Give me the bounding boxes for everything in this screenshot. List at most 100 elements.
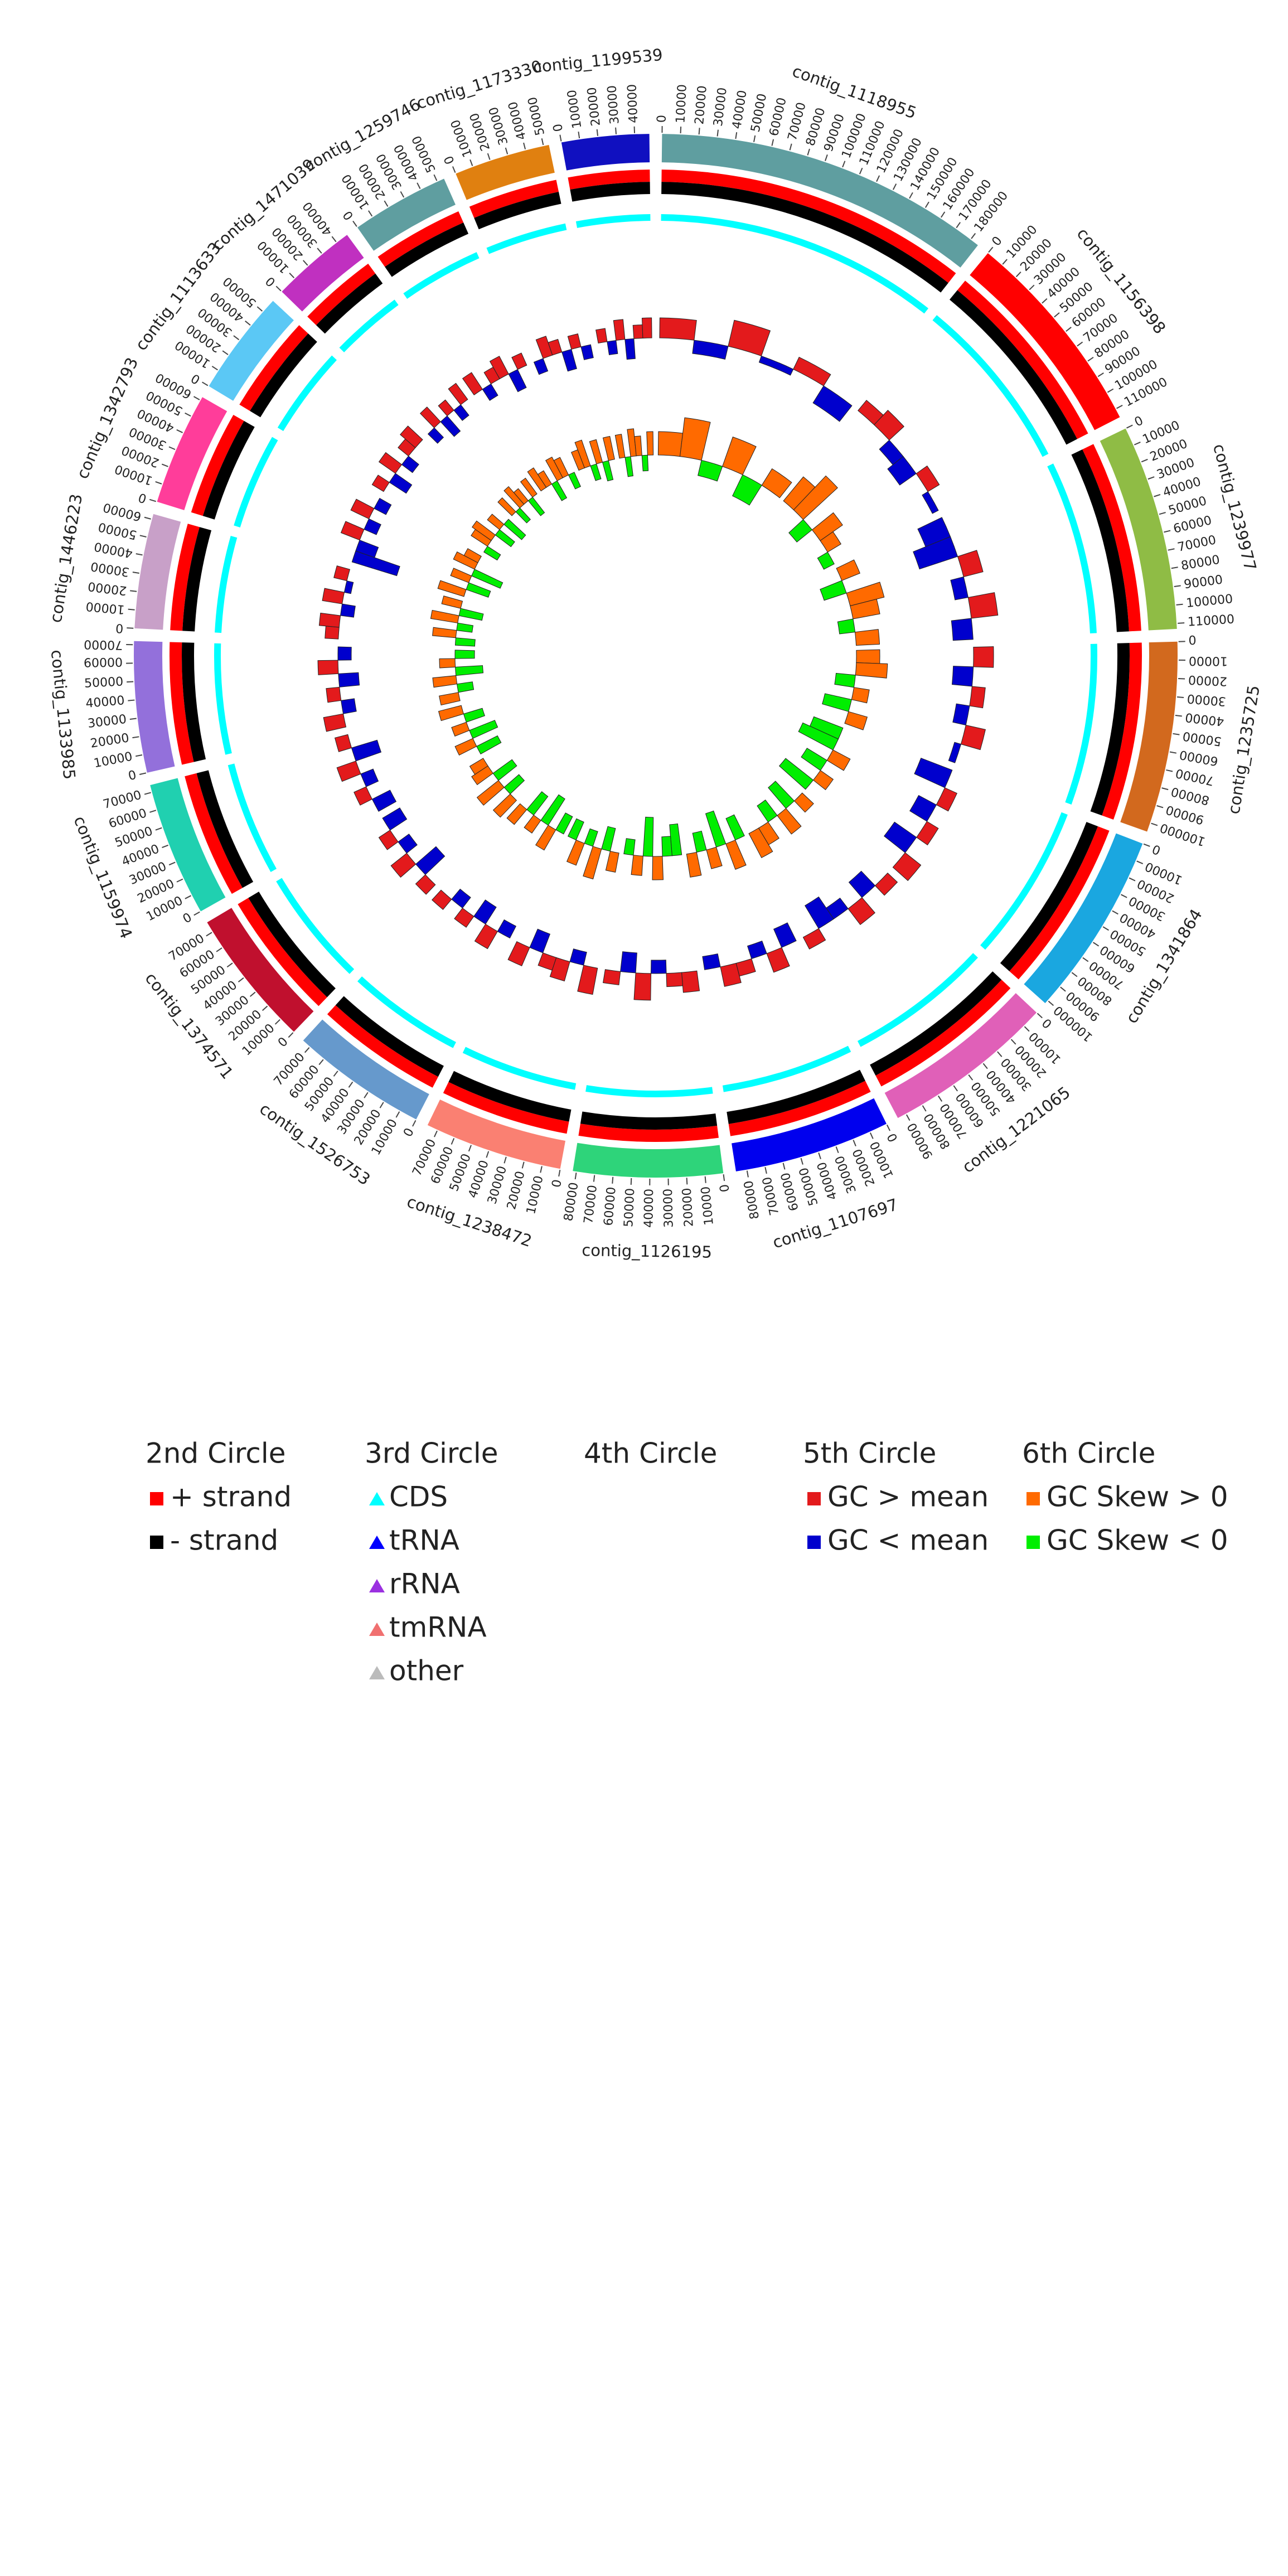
tick-mark bbox=[1166, 769, 1173, 772]
tick-mark bbox=[245, 320, 251, 326]
tick-mark bbox=[262, 1005, 268, 1011]
tick-label: 20000 bbox=[693, 85, 710, 125]
gc-skew-bar bbox=[623, 838, 636, 856]
contig-band bbox=[157, 397, 227, 510]
tick-label: 100000 bbox=[1185, 592, 1233, 611]
tick-mark bbox=[176, 429, 183, 433]
legend-label: GC > mean bbox=[827, 1481, 989, 1513]
tick-label: 110000 bbox=[1187, 613, 1234, 630]
minus-strand-track bbox=[335, 996, 444, 1077]
legend-title: 6th Circle bbox=[1022, 1437, 1155, 1470]
cds-track bbox=[215, 535, 238, 633]
tick-mark bbox=[1134, 441, 1141, 446]
gc-bar bbox=[482, 383, 498, 401]
gc-skew-bar bbox=[851, 687, 870, 704]
tick-label: 50000 bbox=[526, 95, 548, 137]
gc-bar bbox=[567, 333, 582, 350]
plus-strand-track bbox=[185, 773, 243, 894]
tick-mark bbox=[1154, 494, 1161, 497]
gc-bar bbox=[389, 473, 413, 494]
tick-mark bbox=[1082, 957, 1089, 962]
gc-skew-bar bbox=[732, 474, 762, 506]
gc-bar bbox=[913, 536, 958, 570]
gc-skew-bar bbox=[757, 799, 778, 822]
tick-mark bbox=[364, 1092, 369, 1098]
tick-label: 0 bbox=[989, 234, 1005, 249]
contig-band bbox=[732, 1098, 887, 1171]
contig-band bbox=[134, 514, 181, 630]
cds-track bbox=[932, 315, 1049, 457]
gc-bar bbox=[951, 666, 974, 687]
gc-bar bbox=[607, 340, 618, 355]
plus-strand-track bbox=[443, 1082, 569, 1134]
tick-mark bbox=[596, 129, 599, 136]
tick-label: 10000 bbox=[93, 750, 133, 771]
gc-bar bbox=[473, 899, 497, 925]
minus-strand-track bbox=[870, 971, 1002, 1076]
gc-bar bbox=[728, 319, 771, 357]
tick-label: 10000 bbox=[565, 89, 584, 129]
gc-bar bbox=[624, 338, 636, 360]
gc-bar bbox=[462, 372, 483, 395]
gc-bar bbox=[641, 317, 652, 338]
gc-bar bbox=[378, 452, 403, 474]
gc-skew-bar bbox=[437, 580, 467, 597]
gc-bar bbox=[812, 385, 853, 422]
tick-mark bbox=[1151, 822, 1158, 826]
gc-bar bbox=[773, 922, 797, 948]
gc-skew-bar bbox=[476, 779, 505, 806]
tick-label: 50000 bbox=[84, 675, 124, 690]
tick-mark bbox=[997, 1051, 1003, 1057]
tick-label: 50000 bbox=[622, 1188, 637, 1227]
tick-mark bbox=[202, 381, 209, 386]
gc-skew-bar bbox=[602, 460, 614, 482]
gc-bar bbox=[951, 618, 974, 641]
gc-skew-bar bbox=[503, 774, 525, 795]
gc-bar bbox=[400, 425, 423, 448]
contig-band bbox=[357, 178, 456, 251]
contig-label: contig_1446223 bbox=[46, 492, 86, 624]
gc-skew-bar bbox=[669, 823, 682, 856]
gc-skew-bar bbox=[430, 609, 459, 623]
tick-label: 60000 bbox=[84, 656, 123, 671]
gc-bar bbox=[892, 852, 922, 882]
tick-mark bbox=[161, 463, 168, 467]
cds-track bbox=[403, 252, 480, 299]
tick-mark bbox=[1087, 357, 1094, 362]
plus-strand-track bbox=[568, 170, 650, 190]
contig-band bbox=[456, 144, 555, 200]
gc-bar bbox=[874, 873, 898, 896]
gc-bar bbox=[340, 521, 365, 541]
gc-bar bbox=[577, 965, 598, 995]
gc-skew-bar bbox=[438, 705, 464, 722]
contig-label: contig_1199539 bbox=[532, 45, 664, 76]
tick-mark bbox=[540, 1166, 543, 1173]
tick-mark bbox=[130, 590, 137, 592]
tick-label: 0 bbox=[137, 490, 148, 505]
tick-mark bbox=[1015, 272, 1021, 278]
gc-bar bbox=[952, 703, 970, 726]
gc-bar bbox=[948, 742, 962, 763]
tick-mark bbox=[433, 174, 438, 181]
gc-skew-bar bbox=[589, 439, 603, 464]
tick-mark bbox=[956, 222, 961, 229]
gc-bar bbox=[390, 853, 417, 878]
gc-skew-bar bbox=[469, 720, 498, 739]
gc-bar bbox=[325, 626, 340, 640]
minus-strand-track bbox=[182, 642, 206, 762]
tick-mark bbox=[226, 962, 233, 968]
gc-skew-bar bbox=[463, 708, 485, 723]
tick-mark bbox=[704, 1176, 706, 1183]
gc-bar bbox=[322, 588, 345, 604]
gc-bar bbox=[848, 870, 876, 898]
gc-skew-bar bbox=[624, 456, 633, 477]
legend-marker bbox=[150, 1492, 163, 1505]
gc-skew-bar bbox=[527, 497, 545, 516]
cds-track bbox=[214, 643, 232, 755]
gc-skew-bar bbox=[722, 437, 757, 476]
cds-track bbox=[339, 299, 399, 352]
tick-label: 0 bbox=[718, 1183, 733, 1193]
gc-bar bbox=[334, 734, 352, 752]
contig-label: contig_1235725 bbox=[1224, 684, 1263, 816]
gc-bar bbox=[950, 576, 969, 601]
